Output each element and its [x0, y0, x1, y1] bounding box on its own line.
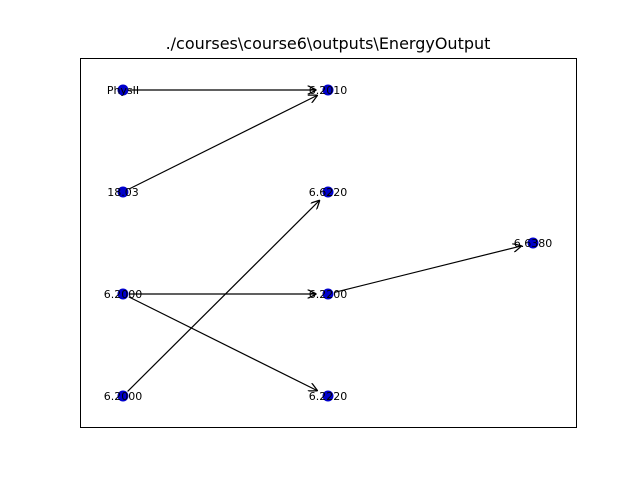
node-label-n62000a: 6.2000: [104, 288, 143, 301]
node-n62220: [322, 390, 334, 402]
node-label-physII: PhysII: [107, 84, 139, 97]
node-label-n1803: 18.03: [107, 186, 139, 199]
labels-layer: PhysII 18.03 6.2000 6.2000 6.2010 6.6220 6.220…: [104, 84, 553, 403]
node-n1803: [117, 186, 129, 198]
node-label-n62010: 6.2010: [309, 84, 348, 97]
node-n62000a: [117, 288, 129, 300]
node-n66380: [527, 237, 539, 249]
node-label-n62220: 6.2220: [309, 390, 348, 403]
edge-n62000a-to-n62220: [128, 296, 318, 391]
edge-n62000b-to-n66220: [127, 200, 320, 392]
node-physII: [117, 84, 129, 96]
edge-n1803-to-n62010: [128, 95, 318, 190]
node-n62010: [322, 84, 334, 96]
node-n62200: [322, 288, 334, 300]
node-label-n66380: 6.6380: [514, 237, 553, 250]
plot-frame: [80, 58, 577, 428]
node-label-n62000b: 6.2000: [104, 390, 143, 403]
nodes-layer: [117, 84, 539, 402]
node-n62000b: [117, 390, 129, 402]
edges-layer: [127, 90, 522, 392]
node-label-n62200: 6.2200: [309, 288, 348, 301]
node-n66220: [322, 186, 334, 198]
node-label-n66220: 6.6220: [309, 186, 348, 199]
diagram-title: ./courses\course6\outputs\EnergyOutput: [166, 34, 491, 53]
edge-n62200-to-n66380: [334, 246, 522, 294]
